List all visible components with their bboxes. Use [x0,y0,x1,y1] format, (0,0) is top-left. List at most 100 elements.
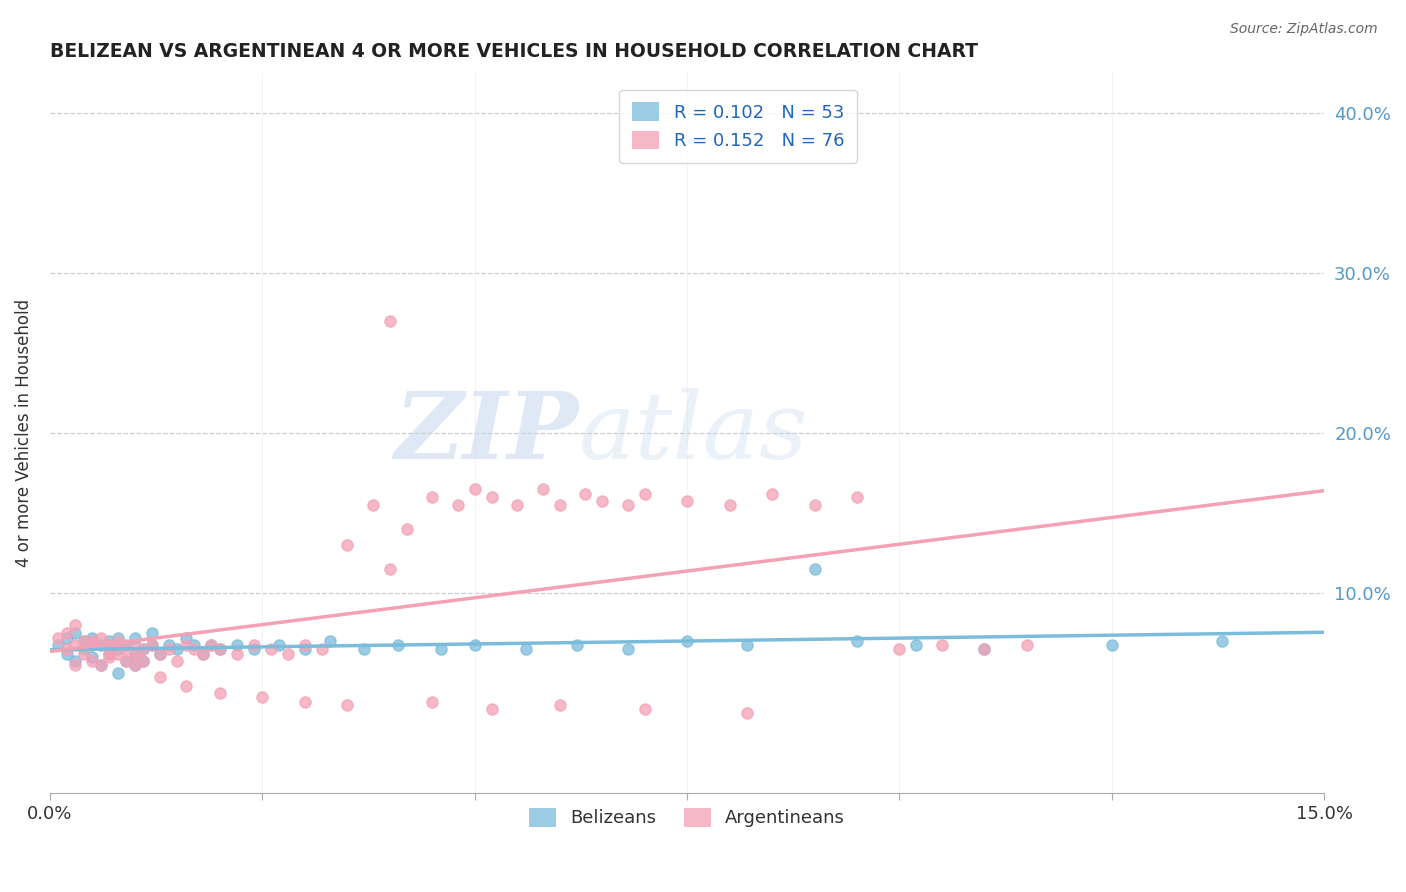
Point [115,654,138,668]
Point [73,634,96,648]
Point [353,642,375,657]
Point [208,685,231,699]
Point [208,642,231,657]
Point [98,647,121,661]
Point [107,666,129,681]
Point [63,658,86,673]
Point [183,638,205,652]
Point [124,631,146,645]
Point [55,647,77,661]
Point [387,638,409,652]
Point [336,698,359,713]
Text: ZIP: ZIP [395,388,579,478]
Point [46,638,69,652]
Point [115,638,138,652]
Point [242,642,264,657]
Point [124,658,146,673]
Point [141,626,163,640]
Point [107,631,129,645]
Point [336,538,359,552]
Point [141,638,163,652]
Point [98,634,121,648]
Point [98,650,121,665]
Point [905,638,928,652]
Point [633,701,655,715]
Point [157,642,180,657]
Point [361,499,384,513]
Point [82,650,104,665]
Point [124,638,146,652]
Point [132,654,155,668]
Point [481,701,503,715]
Point [446,499,468,513]
Point [107,642,129,657]
Point [481,491,503,505]
Point [277,647,299,661]
Point [174,679,197,693]
Point [846,491,869,505]
Point [166,654,188,668]
Point [803,499,825,513]
Point [200,638,222,652]
Point [82,654,104,668]
Point [166,642,188,657]
Point [515,642,537,657]
Point [82,631,104,645]
Point [616,499,638,513]
Point [63,618,86,632]
Point [183,642,205,657]
Point [464,638,486,652]
Point [591,493,613,508]
Text: Source: ZipAtlas.com: Source: ZipAtlas.com [1230,22,1378,37]
Point [46,631,69,645]
Point [149,669,172,683]
Point [132,642,155,657]
Point [115,642,138,657]
Point [718,499,741,513]
Point [378,314,401,328]
Point [676,634,699,648]
Point [420,695,443,709]
Point [174,638,197,652]
Point [973,642,995,657]
Point [90,658,112,673]
Point [149,647,172,661]
Point [157,638,180,652]
Point [141,638,163,652]
Point [676,493,699,508]
Point [63,638,86,652]
Point [73,642,96,657]
Point [73,634,96,648]
Point [259,642,281,657]
Point [531,483,554,497]
Point [506,499,529,513]
Point [132,654,155,668]
Y-axis label: 4 or more Vehicles in Household: 4 or more Vehicles in Household [15,300,32,567]
Point [225,647,247,661]
Point [225,638,247,652]
Point [761,487,783,501]
Point [735,706,758,721]
Point [889,642,911,657]
Point [124,658,146,673]
Point [55,631,77,645]
Point [973,642,995,657]
Point [378,562,401,576]
Text: BELIZEAN VS ARGENTINEAN 4 OR MORE VEHICLES IN HOUSEHOLD CORRELATION CHART: BELIZEAN VS ARGENTINEAN 4 OR MORE VEHICL… [49,42,977,61]
Point [735,638,758,652]
Point [616,642,638,657]
Point [132,642,155,657]
Point [633,487,655,501]
Point [63,654,86,668]
Point [73,647,96,661]
Point [63,626,86,640]
Point [191,647,214,661]
Point [294,638,316,652]
Point [55,642,77,657]
Legend: Belizeans, Argentineans: Belizeans, Argentineans [522,801,852,835]
Point [269,638,291,652]
Point [208,642,231,657]
Point [803,562,825,576]
Point [420,491,443,505]
Point [98,647,121,661]
